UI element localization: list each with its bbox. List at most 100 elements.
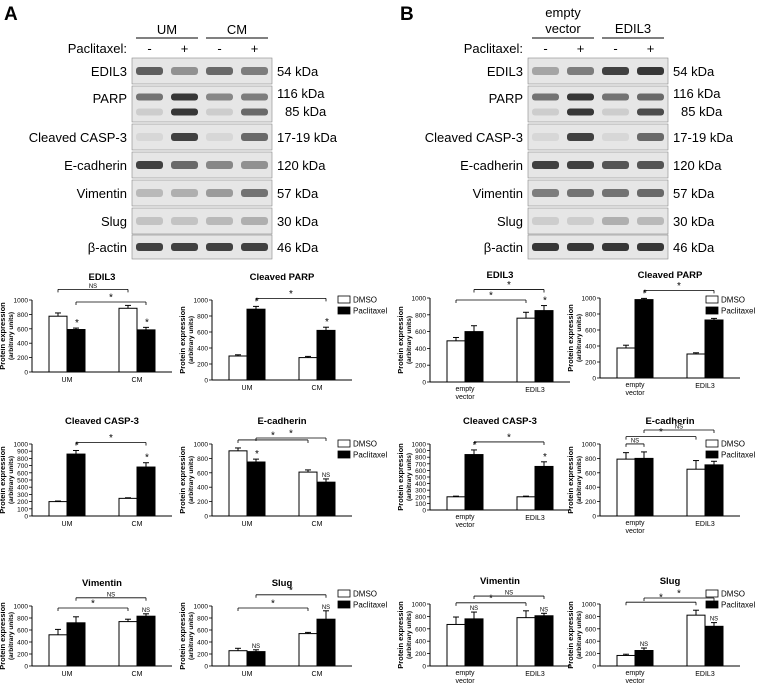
- y-axis-label: Protein expression: [396, 601, 405, 669]
- significance-mark: NS: [640, 642, 648, 648]
- y-tick-label: 800: [585, 614, 596, 621]
- bar: [136, 329, 156, 373]
- blot-band: [171, 217, 198, 225]
- bar-chart: EDIL3 Protein expression (arbitrary units)…: [0, 272, 172, 384]
- y-tick-label: 200: [585, 499, 596, 506]
- bar: [298, 633, 318, 667]
- y-tick-label: 1000: [582, 442, 597, 449]
- blot-band: [241, 189, 268, 197]
- bracket-label: *: [109, 293, 113, 304]
- y-axis-label: Protein expression: [178, 306, 187, 374]
- significance-mark: *: [75, 318, 79, 329]
- blot-band: [171, 243, 198, 251]
- y-axis-label: Protein expression: [566, 446, 575, 514]
- y-tick-label: 100: [17, 506, 28, 513]
- bracket-label: *: [109, 433, 113, 444]
- group-label: EDIL3: [615, 21, 651, 36]
- bar-chart: E-cadherin Protein expression (arbitrary u…: [178, 416, 352, 528]
- bracket-label: *: [659, 427, 663, 438]
- bar-chart: Slug Protein expression (arbitrary units) 0…: [566, 576, 740, 684]
- blot-band: [241, 243, 268, 251]
- chart-title: EDIL3: [89, 272, 116, 283]
- bar: [534, 615, 554, 667]
- y-tick-label: 800: [197, 314, 208, 321]
- y-tick-label: 400: [17, 640, 28, 647]
- x-tick-label: CM: [132, 377, 143, 384]
- y-tick-label: 900: [17, 449, 28, 456]
- bracket-label: *: [271, 599, 275, 610]
- x-tick-label: EDIL3: [525, 671, 545, 678]
- bar: [464, 331, 484, 383]
- y-axis-label-units: (arbitrary units): [406, 611, 413, 659]
- bar: [48, 634, 68, 667]
- chart-legend: DMSO Paclitaxel: [337, 296, 387, 316]
- western-blot-layer: A UM CM Paclitaxel: - + - + EDIL3 54 kDa PARP 116 k…: [4, 4, 734, 260]
- blot-band: [567, 67, 594, 75]
- size-label: 46 kDa: [673, 240, 715, 255]
- blot-band: [532, 93, 559, 101]
- legend-label: Paclitaxel: [353, 451, 387, 460]
- protein-label: E-cadherin: [460, 158, 523, 173]
- x-tick-label: EDIL3: [695, 521, 715, 528]
- blot-row: β-actin 46 kDa: [484, 234, 715, 260]
- x-tick-label: CM: [132, 671, 143, 678]
- y-axis-label: Protein expression: [178, 602, 187, 670]
- chart-title: Vimentin: [82, 578, 122, 589]
- blot-band: [206, 67, 233, 75]
- chart-title: Slug: [660, 576, 681, 587]
- legend-swatch: [705, 306, 719, 315]
- y-tick-label: 0: [592, 514, 596, 521]
- y-tick-label: 600: [585, 626, 596, 633]
- blot-band: [637, 67, 664, 75]
- y-tick-label: 0: [204, 664, 208, 671]
- bar: [298, 357, 318, 381]
- blot-band: [567, 243, 594, 251]
- chart-title: Cleaved PARP: [250, 272, 315, 283]
- bar: [48, 315, 68, 373]
- bracket-label: *: [489, 593, 493, 604]
- y-tick-label: 800: [197, 616, 208, 623]
- size-label: 116 kDa: [673, 86, 721, 101]
- x-tick-label: UM: [242, 385, 253, 392]
- bar: [316, 329, 336, 381]
- y-tick-label: 600: [17, 628, 28, 635]
- y-axis-label: Protein expression: [566, 304, 575, 372]
- chart-title: Cleaved CASP-3: [463, 416, 537, 427]
- blot-band: [637, 93, 664, 101]
- y-tick-label: 500: [415, 475, 426, 482]
- blot-band: [532, 217, 559, 225]
- y-tick-label: 200: [415, 494, 426, 501]
- y-tick-label: 600: [197, 470, 208, 477]
- bracket-label: NS: [505, 591, 513, 597]
- y-tick-label: 1000: [582, 602, 597, 609]
- x-tick-label: CM: [312, 671, 323, 678]
- bracket-label: *: [91, 599, 95, 610]
- blot-band: [532, 133, 559, 141]
- blot-row: E-cadherin 120 kDa: [460, 151, 722, 179]
- significance-mark: *: [145, 317, 149, 328]
- y-axis-label: Protein expression: [396, 306, 405, 374]
- y-tick-label: 200: [585, 360, 596, 367]
- legend-swatch: [705, 450, 719, 459]
- y-tick-label: 300: [415, 488, 426, 495]
- y-tick-label: 1000: [14, 604, 29, 611]
- blot-band: [136, 133, 163, 141]
- blot-band: [532, 243, 559, 251]
- y-tick-label: 800: [415, 312, 426, 319]
- size-label: 17-19 kDa: [673, 130, 734, 145]
- y-tick-label: 0: [422, 508, 426, 515]
- blot-membrane: [527, 85, 669, 123]
- protein-label: Cleaved CASP-3: [29, 130, 127, 145]
- blot-band: [532, 189, 559, 197]
- blot-row: PARP 116 kDa 85 kDa: [489, 85, 723, 123]
- bar: [316, 618, 336, 667]
- blot-band: [171, 67, 198, 75]
- y-tick-label: 600: [17, 470, 28, 477]
- y-tick-label: 200: [17, 499, 28, 506]
- legend-label: Paclitaxel: [353, 307, 387, 316]
- bar: [66, 622, 86, 667]
- y-tick-label: 1000: [194, 298, 209, 305]
- y-tick-label: 600: [415, 329, 426, 336]
